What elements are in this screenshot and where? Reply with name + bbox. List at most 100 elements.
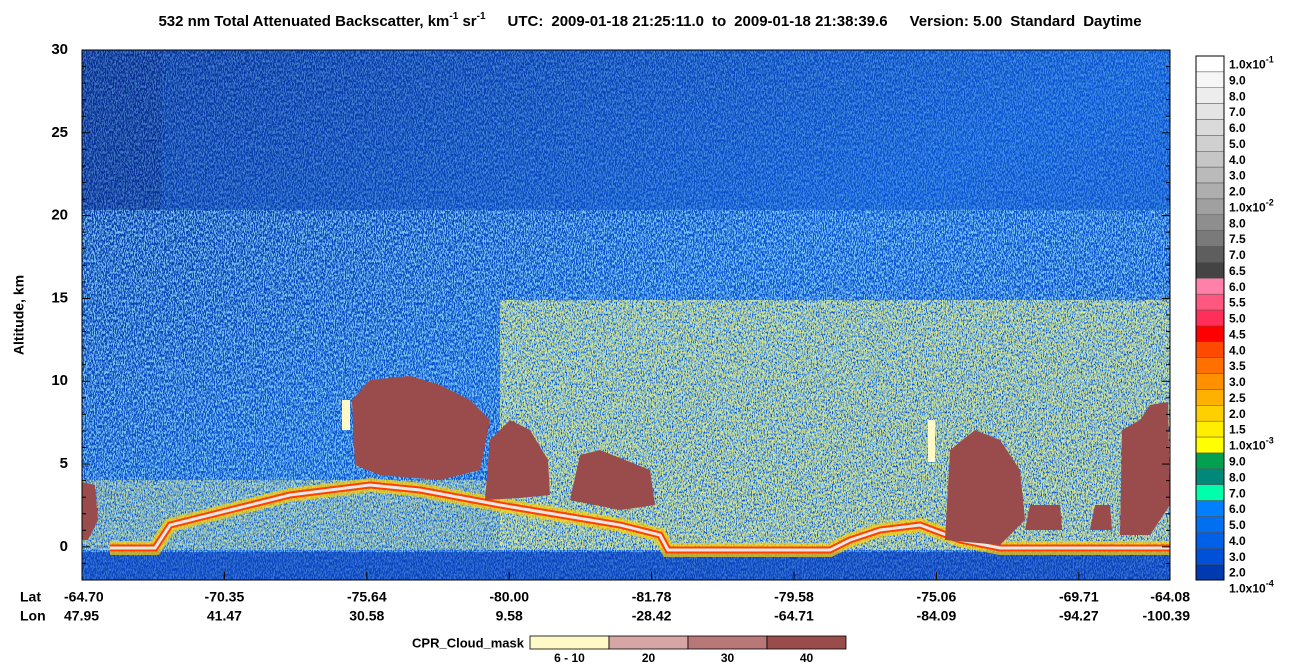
colorbar-swatch: [1195, 468, 1225, 485]
colorbar-label: 4.5: [1229, 328, 1246, 342]
colorbar-label-text: 5.0: [1229, 137, 1246, 151]
lat-label: -80.00: [489, 589, 529, 605]
lat-label: -75.06: [917, 589, 957, 605]
colorbar-swatch: [1195, 357, 1225, 374]
lat-label: -70.35: [205, 589, 245, 605]
colorbar-swatch: [1195, 500, 1225, 517]
y-tick-label: 15: [51, 289, 68, 306]
colorbar-label: 2.0: [1229, 407, 1246, 421]
lat-label: -64.08: [1150, 589, 1190, 605]
colorbar-label-text: 2.0: [1229, 185, 1246, 199]
colorbar-swatch: [1195, 325, 1225, 343]
colorbar-label-text: 1.0x10: [1229, 582, 1266, 596]
colorbar-label-exponent: -1: [1266, 55, 1274, 65]
colorbar-label: 2.0: [1229, 185, 1246, 199]
y-tick-label: 5: [60, 455, 68, 472]
title-text: sr: [458, 13, 477, 30]
lat-label: -75.64: [347, 589, 387, 605]
colorbar-label: 6.0: [1229, 280, 1246, 294]
colorbar-label: 3.0: [1229, 169, 1246, 183]
colorbar-swatch: [1195, 532, 1225, 549]
cloud-mask-name: CPR_Cloud_mask: [412, 635, 525, 650]
colorbar-label-text: 4.0: [1229, 153, 1246, 167]
y-tick-label: 10: [51, 372, 68, 389]
colorbar-swatch: [1195, 71, 1225, 89]
y-tick-label: 30: [51, 41, 68, 58]
lon-label: -64.71: [774, 608, 814, 624]
colorbar-label: 6.0: [1229, 121, 1246, 135]
colorbar-label-text: 5.5: [1229, 296, 1246, 310]
title-utc-label: UTC:: [508, 13, 544, 30]
colorbar-label-text: 4.5: [1229, 328, 1246, 342]
colorbar-label-exponent: -2: [1266, 198, 1274, 208]
y-tick-label: 20: [51, 207, 68, 224]
colorbar-label: 1.0x10-3: [1229, 436, 1274, 453]
colorbar-label-text: 8.0: [1229, 89, 1246, 103]
y-axis-label: Altitude, km: [11, 275, 27, 355]
colorbar-swatch: [1195, 405, 1225, 422]
colorbar-label: 1.0x10-2: [1229, 198, 1274, 215]
chart-title: 532 nm Total Attenuated Backscatter, km-…: [158, 11, 1141, 30]
colorbar-label: 4.0: [1229, 534, 1246, 548]
colorbar-swatch: [1195, 55, 1225, 73]
colorbar-swatch: [1195, 262, 1225, 279]
cloud-mask-swatch: [608, 635, 689, 650]
colorbar-label: 6.5: [1229, 264, 1246, 278]
x-row-name: Lat: [20, 589, 41, 605]
lon-label: -28.42: [632, 608, 672, 624]
colorbar-swatch: [1195, 278, 1225, 295]
colorbar-swatch: [1195, 563, 1225, 581]
colorbar-label: 5.0: [1229, 518, 1246, 532]
colorbar-label-text: 6.0: [1229, 121, 1246, 135]
colorbar-swatch: [1195, 103, 1225, 120]
colorbar-label: 5.0: [1229, 312, 1246, 326]
colorbar-label-text: 7.5: [1229, 232, 1246, 246]
colorbar-swatch: [1195, 389, 1225, 406]
colorbar-label-text: 4.0: [1229, 534, 1246, 548]
colorbar-swatch: [1195, 119, 1225, 136]
title-text: 532 nm Total Attenuated Backscatter, km: [158, 13, 449, 30]
colorbar-label-text: 7.0: [1229, 248, 1246, 262]
colorbar-label-text: 1.0x10: [1229, 201, 1266, 215]
colorbar-swatch: [1195, 547, 1225, 565]
colorbar-swatch: [1195, 246, 1225, 263]
colorbar-label: 1.5: [1229, 423, 1246, 437]
cloud-mask-label: 20: [642, 651, 656, 665]
colorbar-swatch: [1195, 198, 1225, 216]
colorbar-label: 7.5: [1229, 232, 1246, 246]
colorbar-swatch: [1195, 452, 1225, 470]
colorbar-label-text: 6.5: [1229, 264, 1246, 278]
cloud-mask-label: 40: [800, 651, 814, 665]
colorbar-label-text: 2.5: [1229, 391, 1246, 405]
colorbar-label: 2.0: [1229, 566, 1246, 580]
colorbar-label-text: 8.0: [1229, 471, 1246, 485]
colorbar-label-text: 5.0: [1229, 312, 1246, 326]
colorbar-swatch: [1195, 373, 1225, 390]
cloud-mask-swatch: [529, 635, 610, 650]
cloud-mask-swatch: [687, 635, 768, 650]
lon-label: -94.27: [1059, 608, 1099, 624]
x-row-name: Lon: [20, 608, 46, 624]
colorbar-label: 3.5: [1229, 359, 1246, 373]
colorbar-label-text: 3.5: [1229, 359, 1246, 373]
colorbar-label: 2.5: [1229, 391, 1246, 405]
colorbar-label: 3.0: [1229, 375, 1246, 389]
colorbar-label-text: 6.0: [1229, 280, 1246, 294]
cloud-mask-label: 30: [721, 651, 735, 665]
colorbar-label-text: 2.0: [1229, 407, 1246, 421]
colorbar-swatch: [1195, 293, 1225, 311]
colorbar-label-text: 1.5: [1229, 423, 1246, 437]
title-start: 2009-01-18 21:25:11.0: [551, 13, 704, 30]
colorbar-swatch: [1195, 151, 1225, 168]
colorbar-label: 1.0x10-4: [1229, 579, 1274, 596]
colorbar-swatch: [1195, 214, 1225, 231]
colorbar-label: 3.0: [1229, 550, 1246, 564]
colorbar-label-text: 3.0: [1229, 169, 1246, 183]
colorbar-label-text: 7.0: [1229, 105, 1246, 119]
colorbar-label-text: 3.0: [1229, 550, 1246, 564]
colorbar-label-exponent: -3: [1266, 436, 1274, 446]
lat-label: -69.71: [1059, 589, 1099, 605]
cloud-mask-swatch: [766, 635, 847, 650]
lat-label: -64.70: [64, 589, 104, 605]
